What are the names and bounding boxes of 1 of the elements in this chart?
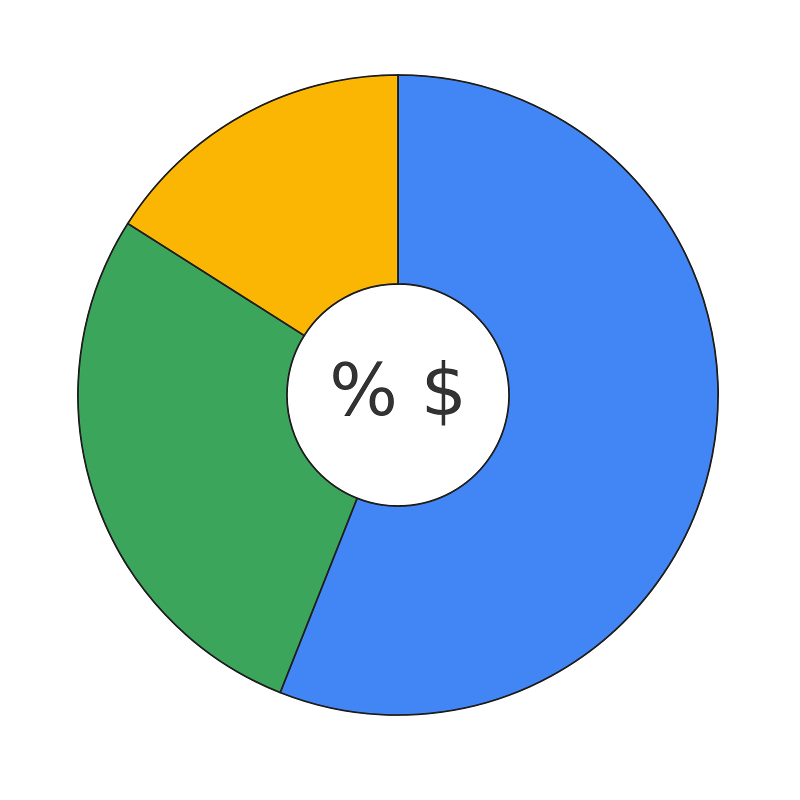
text: % $	[333, 360, 461, 426]
